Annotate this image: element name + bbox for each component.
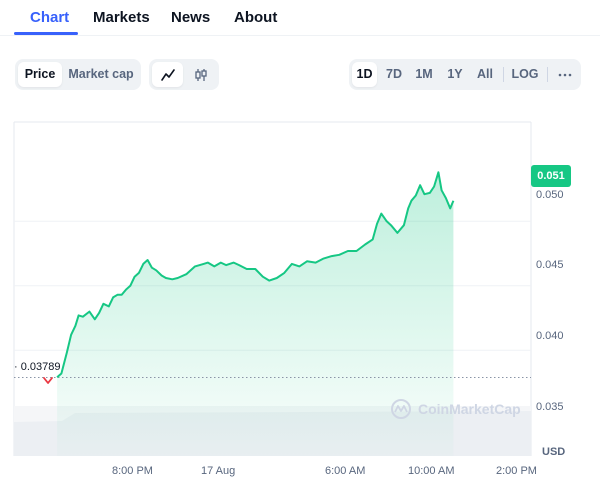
tab-news[interactable]: News [171, 9, 211, 26]
range-all-button[interactable]: All [477, 67, 493, 81]
line-chart-icon [160, 68, 175, 81]
tab-bar: Chart Markets News About [0, 0, 600, 36]
tab-chart[interactable]: Chart [30, 9, 70, 26]
range-7d-button[interactable]: 7D [386, 67, 402, 81]
watermark-text: CoinMarketCap [418, 401, 521, 417]
coinmarketcap-logo-icon [391, 399, 411, 419]
currency-label: USD [542, 446, 566, 458]
market-cap-button[interactable]: Market cap [68, 67, 134, 81]
more-options-button[interactable] [552, 62, 578, 87]
candlestick-icon [194, 68, 207, 81]
open-marker-icon [43, 377, 53, 384]
line-chart-button[interactable] [152, 62, 183, 87]
price-line [56, 171, 455, 379]
y-tick-label: 0.035 [536, 401, 564, 413]
current-price-flag: 0.051 [531, 165, 571, 187]
y-tick-label: 0.040 [536, 330, 564, 342]
tab-about[interactable]: About [234, 9, 278, 26]
x-tick-label: 8:00 PM [112, 465, 153, 477]
range-1m-button[interactable]: 1M [415, 67, 433, 81]
toolbar-divider [547, 67, 548, 82]
active-tab-indicator [14, 32, 78, 35]
tab-markets[interactable]: Markets [93, 9, 150, 26]
y-tick-label: 0.050 [536, 189, 564, 201]
price-area-fill [57, 172, 454, 457]
range-1y-button[interactable]: 1Y [447, 67, 463, 81]
open-price-value: 0.03789 [20, 361, 61, 373]
y-tick-label: 0.045 [536, 259, 564, 271]
x-tick-label: 10:00 AM [408, 465, 455, 477]
coinmarketcap-watermark: CoinMarketCap [390, 398, 521, 422]
metric-toggle: Price Market cap [15, 59, 141, 90]
chart-type-toggle [149, 59, 219, 90]
log-scale-button[interactable]: LOG [511, 67, 539, 81]
x-tick-label: 2:00 PM [496, 465, 537, 477]
price-chart[interactable] [0, 110, 600, 500]
x-tick-label: 17 Aug [201, 465, 236, 477]
x-tick-label: 6:00 AM [325, 465, 366, 477]
open-price-label: · 0.03789 [14, 361, 61, 373]
range-1d-button[interactable]: 1D [352, 62, 377, 87]
more-horizontal-icon [558, 73, 572, 76]
candlestick-button[interactable] [185, 62, 216, 87]
price-button[interactable]: Price [18, 62, 62, 87]
toolbar-divider [503, 67, 504, 82]
time-range-group: 1D 7D 1M 1Y All LOG [349, 59, 581, 90]
